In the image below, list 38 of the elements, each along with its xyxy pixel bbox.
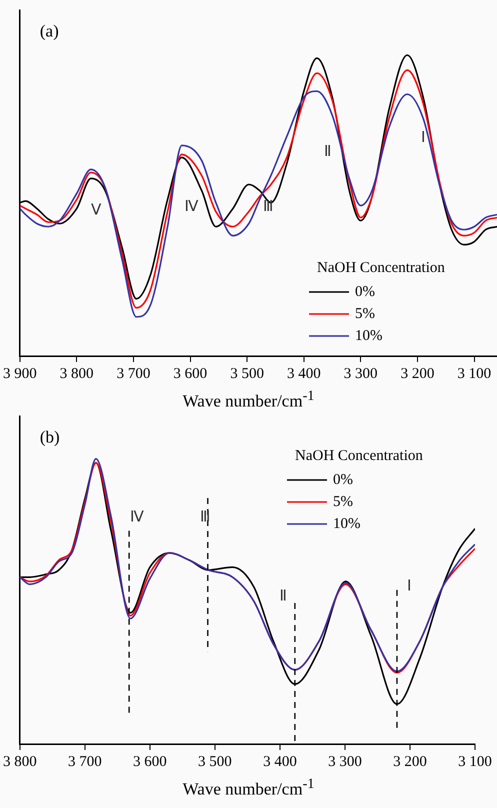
annotation: Ⅴ — [91, 202, 102, 219]
x-tick-label: 3 100 — [458, 754, 492, 770]
x-tick-label: 3 500 — [230, 366, 264, 382]
ref-line-label: Ⅱ — [279, 588, 286, 604]
legend-title: NaOH Concentration — [295, 448, 424, 464]
legend-label: 10% — [333, 516, 360, 532]
chart-title: (b) — [40, 427, 60, 446]
x-tick-label: 3 300 — [344, 366, 378, 382]
x-tick-label: 3 400 — [287, 366, 321, 382]
ref-line-label: Ⅲ — [200, 510, 210, 526]
x-axis-title: Wave number/cm$^{-1}$ — [182, 775, 316, 799]
x-tick-label: 3 400 — [263, 754, 297, 770]
x-tick-label: 3 700 — [116, 366, 150, 382]
annotation: Ⅱ — [324, 144, 332, 160]
annotation: Ⅰ — [421, 130, 426, 146]
x-tick-label: 3 200 — [393, 754, 427, 770]
annotation: Ⅲ — [262, 199, 273, 216]
x-tick-label: 3 100 — [457, 366, 492, 382]
ref-line-label: Ⅰ — [406, 578, 411, 594]
ref-line-label: Ⅳ — [130, 510, 144, 526]
x-tick-label: 3 700 — [68, 754, 102, 770]
x-tick-label: 3 900 — [3, 366, 37, 382]
x-tick-label: 3 300 — [328, 754, 362, 770]
x-tick-label: 3 500 — [198, 754, 232, 770]
legend-label: 10% — [355, 328, 382, 344]
legend-label: 0% — [333, 472, 353, 488]
legend-label: 5% — [333, 494, 353, 510]
legend-title: NaOH Concentration — [317, 260, 446, 276]
legend-label: 0% — [355, 284, 375, 300]
x-tick-label: 3 800 — [3, 754, 37, 770]
x-tick-label: 3 600 — [133, 754, 167, 770]
x-axis-title: Wave number/cm$^{-1}$ — [182, 387, 316, 411]
x-tick-label: 3 200 — [400, 366, 434, 382]
x-tick-label: 3 800 — [60, 366, 94, 382]
chart-title: (a) — [40, 21, 59, 40]
legend-label: 5% — [355, 306, 375, 322]
x-tick-label: 3 600 — [173, 366, 208, 382]
annotation: Ⅳ — [184, 199, 199, 216]
